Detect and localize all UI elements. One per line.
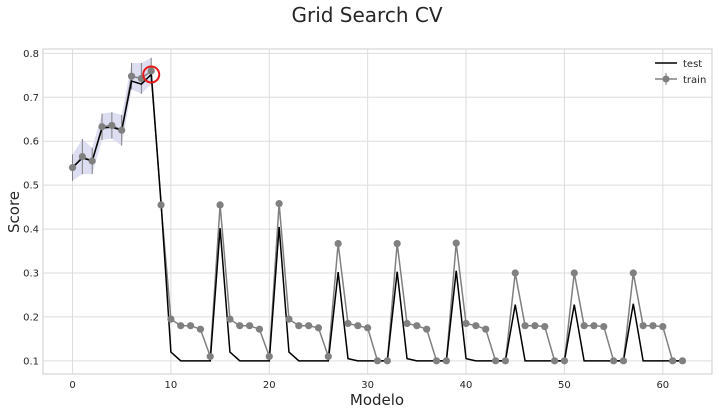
y-tick-label: 0.2 [23,312,39,323]
x-tick-label: 30 [361,380,374,391]
train-point [206,352,214,361]
chart-title: Grid Search CV [291,3,442,27]
train-point [354,322,362,330]
x-tick-label: 40 [460,380,473,391]
train-point [472,322,480,330]
train-point [196,325,205,333]
train-point [177,322,185,330]
train-point [491,357,500,365]
train-point [324,352,332,361]
plot-area [42,48,713,375]
train-point [462,319,470,328]
train-point [570,269,578,277]
train-point [511,269,519,277]
y-axis-label: Score [5,191,23,233]
y-tick-labels: 0.1 0.2 0.3 0.4 0.5 0.6 0.7 0.8 [23,49,39,367]
y-tick-label: 0.7 [23,93,39,104]
train-point [393,239,401,248]
train-point [442,357,450,365]
train-point [669,357,677,365]
train-point [373,357,382,365]
train-point [88,157,96,165]
train-point [403,319,411,328]
train-point [550,357,559,365]
x-tick-label: 50 [558,380,571,391]
train-point [344,319,352,328]
legend: test train [655,59,706,86]
train-point [118,126,126,134]
train-point [236,322,244,330]
train-point [295,322,303,330]
legend-train-marker [662,75,670,83]
y-tick-label: 0.1 [23,356,39,367]
train-point [629,269,637,277]
y-tick-label: 0.3 [23,268,39,279]
train-point [600,322,608,331]
train-point [482,325,490,333]
train-point [383,357,391,365]
train-point [590,322,598,330]
train-point [619,357,628,365]
train-point [186,322,195,330]
train-point [364,324,372,332]
train-point [452,239,460,247]
y-tick-label: 0.5 [23,181,39,192]
legend-train-label: train [683,75,706,86]
train-point [334,239,342,248]
train-point [167,315,175,323]
train-point [560,357,569,365]
legend-test-label: test [683,59,702,70]
train-point [255,325,264,333]
y-tick-label: 0.4 [23,225,39,236]
train-point [659,322,667,331]
train-point [413,322,421,330]
train-point [423,325,431,333]
train-point [314,324,323,332]
train-point [432,357,441,365]
train-markers [68,67,687,365]
x-tick-label: 0 [69,380,75,391]
train-point [285,315,293,323]
train-point [127,72,136,80]
train-point [501,357,509,365]
train-point [246,322,254,330]
train-point [649,322,657,330]
x-tick-label: 20 [263,380,276,391]
train-point [678,357,687,365]
train-point [147,67,155,75]
train-point [521,322,529,330]
train-point [639,322,647,330]
x-tick-label: 60 [656,380,669,391]
train-point [265,352,273,361]
train-point [610,357,618,365]
best-model-highlight [142,65,161,84]
grid-lines [43,49,712,374]
y-tick-label: 0.8 [23,49,39,60]
train-point [305,322,313,330]
x-tick-labels: 0 10 20 30 40 50 60 [69,380,669,391]
x-tick-label: 10 [165,380,178,391]
train-point [216,201,224,209]
train-point [541,322,549,331]
train-point [98,123,106,131]
train-point [226,315,234,323]
train-point [275,199,283,208]
x-axis-label: Modelo [350,391,404,409]
train-point [108,121,116,130]
train-point [78,153,86,161]
train-point [68,163,77,172]
train-point [157,201,165,209]
y-tick-label: 0.6 [23,137,39,148]
train-point [580,322,588,330]
train-point [531,322,539,330]
